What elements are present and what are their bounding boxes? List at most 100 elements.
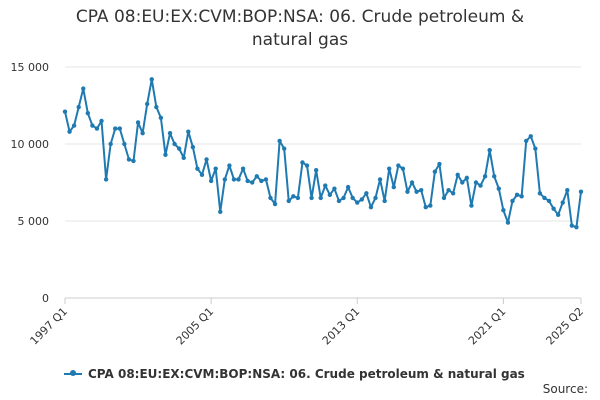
data-point[interactable] (414, 189, 419, 194)
data-point[interactable] (318, 195, 323, 201)
data-point[interactable] (113, 126, 118, 131)
data-point[interactable] (67, 129, 72, 134)
data-point[interactable] (213, 166, 218, 171)
data-point[interactable] (240, 166, 246, 171)
data-point[interactable] (528, 134, 533, 139)
data-point[interactable] (90, 123, 95, 128)
data-point[interactable] (432, 169, 438, 174)
data-point[interactable] (382, 198, 387, 204)
data-point[interactable] (167, 131, 173, 136)
data-point[interactable] (560, 200, 565, 205)
data-point[interactable] (496, 186, 502, 191)
data-point[interactable] (117, 126, 123, 131)
data-point[interactable] (263, 177, 269, 182)
data-point[interactable] (542, 195, 547, 201)
data-point[interactable] (323, 183, 328, 188)
data-point[interactable] (519, 194, 524, 199)
data-point[interactable] (332, 186, 337, 191)
data-point[interactable] (364, 191, 369, 196)
data-point[interactable] (368, 204, 374, 210)
data-point[interactable] (108, 141, 113, 147)
data-point[interactable] (208, 178, 214, 184)
data-point[interactable] (355, 200, 360, 205)
data-point[interactable] (99, 118, 104, 124)
data-point[interactable] (231, 177, 237, 182)
data-point[interactable] (218, 209, 223, 214)
data-point[interactable] (446, 188, 451, 193)
data-point[interactable] (250, 180, 255, 185)
data-point[interactable] (268, 195, 273, 201)
data-point[interactable] (295, 195, 301, 201)
data-point[interactable] (473, 180, 479, 185)
data-point[interactable] (428, 203, 433, 208)
data-point[interactable] (122, 141, 127, 147)
data-point[interactable] (510, 198, 515, 204)
data-point[interactable] (313, 167, 319, 173)
data-point[interactable] (199, 172, 205, 177)
legend[interactable]: CPA 08:EU:EX:CVM:BOP:NSA: 06. Crude petr… (64, 364, 525, 384)
data-point[interactable] (327, 192, 333, 198)
data-point[interactable] (286, 198, 291, 204)
data-point[interactable] (62, 109, 68, 114)
data-point[interactable] (149, 77, 154, 82)
data-point[interactable] (304, 163, 310, 168)
data-point[interactable] (578, 189, 584, 194)
data-point[interactable] (391, 184, 396, 190)
data-point[interactable] (85, 111, 91, 116)
data-point[interactable] (569, 223, 575, 228)
data-point[interactable] (492, 174, 497, 179)
data-point[interactable] (501, 208, 506, 213)
data-point[interactable] (291, 194, 296, 199)
data-point[interactable] (76, 104, 81, 110)
data-point[interactable] (144, 101, 150, 107)
data-point[interactable] (350, 195, 355, 201)
data-point[interactable] (574, 224, 579, 230)
data-point[interactable] (245, 178, 250, 184)
data-point[interactable] (131, 158, 136, 164)
data-point[interactable] (514, 192, 520, 198)
data-point[interactable] (423, 204, 428, 210)
data-point[interactable] (478, 183, 483, 188)
data-point[interactable] (227, 163, 232, 168)
data-point[interactable] (126, 157, 132, 162)
data-point[interactable] (533, 146, 538, 151)
data-point[interactable] (387, 166, 392, 171)
data-point[interactable] (460, 180, 465, 185)
data-point[interactable] (505, 220, 511, 225)
data-point[interactable] (487, 147, 492, 153)
data-point[interactable] (341, 195, 346, 201)
data-point[interactable] (195, 166, 200, 171)
data-point[interactable] (400, 166, 406, 171)
data-point[interactable] (172, 141, 177, 147)
data-point[interactable] (158, 115, 164, 121)
data-point[interactable] (140, 131, 145, 136)
data-point[interactable] (281, 146, 287, 151)
data-point[interactable] (259, 178, 264, 184)
data-point[interactable] (373, 195, 378, 201)
data-point[interactable] (396, 163, 401, 168)
data-point[interactable] (469, 203, 474, 208)
data-point[interactable] (555, 212, 561, 218)
data-point[interactable] (464, 175, 470, 181)
data-point[interactable] (441, 195, 447, 201)
data-point[interactable] (154, 104, 159, 110)
data-point[interactable] (236, 177, 241, 182)
data-point[interactable] (254, 174, 259, 179)
data-point[interactable] (418, 188, 424, 193)
data-point[interactable] (103, 177, 109, 182)
data-point[interactable] (277, 138, 282, 144)
data-point[interactable] (409, 180, 415, 185)
data-point[interactable] (482, 174, 488, 179)
data-point[interactable] (359, 197, 365, 202)
data-point[interactable] (551, 206, 556, 211)
data-point[interactable] (537, 191, 543, 196)
data-point[interactable] (405, 189, 410, 194)
data-point[interactable] (186, 129, 191, 134)
data-point[interactable] (455, 172, 460, 177)
data-point[interactable] (300, 160, 305, 165)
data-point[interactable] (309, 195, 314, 201)
data-point[interactable] (204, 157, 209, 162)
data-point[interactable] (377, 177, 383, 182)
data-point[interactable] (565, 188, 570, 193)
data-point[interactable] (524, 138, 529, 144)
